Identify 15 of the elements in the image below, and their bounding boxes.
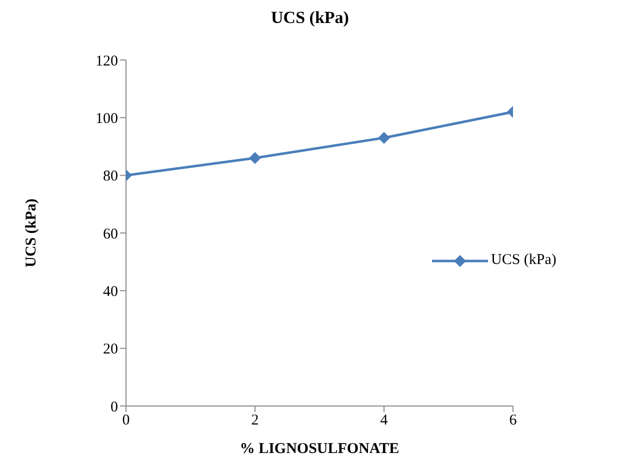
x-tick-label: 6 [509,412,518,429]
y-tick-label: 40 [103,284,118,300]
legend-label: UCS (kPa) [491,252,556,269]
x-tick-label: 0 [122,412,130,429]
x-tick-label: 2 [251,412,259,429]
chart-title: UCS (kPa) [270,8,350,28]
y-tick-label: 80 [103,168,118,185]
x-tick-label: 4 [380,412,388,429]
x-axis-title: % LIGNOSULFONATE [240,441,400,457]
y-tick-label: 120 [96,53,118,70]
y-tick-label: 0 [110,399,118,416]
y-tick-label: 60 [103,226,118,242]
y-tick-label: 100 [96,110,118,127]
y-tick-label: 20 [103,342,118,358]
y-axis-title: UCS (kPa) [23,198,40,268]
